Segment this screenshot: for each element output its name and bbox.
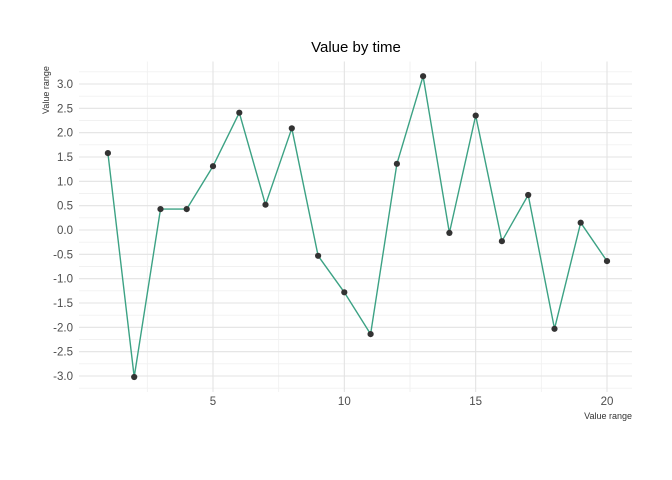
data-point [525,191,532,199]
y-axis-title: Value range [41,66,51,114]
data-point [183,206,190,213]
data-point [551,325,558,332]
y-tick-label: 3.0 [57,79,73,91]
data-series [104,73,611,381]
data-point [420,73,427,80]
y-tick-label: -2.0 [53,322,73,334]
data-point [262,201,269,208]
x-axis-title: Value range [584,411,632,421]
data-point [446,229,453,236]
data-point [131,373,138,381]
data-point [104,150,111,157]
axis-tick-labels: 3.0 2.5 2.0 1.5 1.0 0.5 0.0 -0.5 -1.0 -1.5 -2.0 -2.… [53,79,613,408]
data-point [236,109,243,116]
data-point [157,206,164,213]
y-tick-label: 1.5 [57,152,73,164]
x-tick-label: 20 [601,396,614,408]
y-tick-label: -2.5 [53,347,73,359]
x-tick-label: 10 [338,396,351,408]
gridlines-major [79,61,632,392]
y-tick-label: 0.0 [57,225,73,237]
y-tick-label: 2.5 [57,103,73,115]
data-point [288,125,295,132]
series-line [107,75,608,378]
y-tick-label: 0.5 [57,201,73,213]
chart-title: Value by time [311,39,401,56]
data-point [367,331,374,338]
y-tick-label: -1.0 [53,274,73,286]
y-tick-label: -1.5 [53,298,73,310]
gridlines-minor [79,61,632,392]
x-tick-label: 5 [210,396,216,408]
x-tick-label: 15 [469,396,482,408]
y-tick-label: 2.0 [57,128,73,140]
data-point [472,112,479,119]
data-point [209,163,217,170]
data-point [577,219,584,226]
data-point [315,252,322,259]
data-point [603,258,611,265]
y-tick-label: 1.0 [57,176,73,188]
data-point [341,289,348,296]
data-point [498,238,505,245]
y-tick-label: -0.5 [53,249,73,261]
data-point [393,160,400,167]
y-tick-label: -3.0 [53,371,73,383]
